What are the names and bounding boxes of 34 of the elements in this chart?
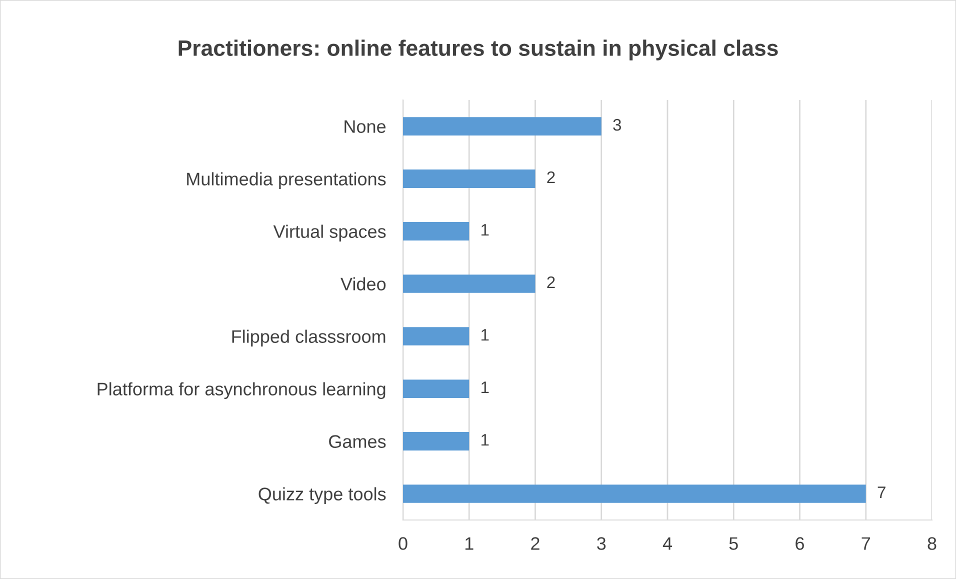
x-tick-label: 5 — [729, 537, 738, 550]
bar — [403, 117, 602, 136]
x-tick-label: 6 — [796, 537, 804, 550]
y-tick-label: Virtual spaces — [273, 224, 386, 242]
x-tick-label: 2 — [531, 537, 540, 550]
x-tick-label: 4 — [662, 537, 672, 550]
y-tick-label: Platforma for asynchronous learning — [98, 382, 386, 400]
x-tick-label: 1 — [465, 537, 474, 550]
bar — [403, 274, 536, 293]
data-label: 7 — [878, 486, 886, 498]
bar — [403, 484, 866, 503]
data-label: 2 — [547, 276, 555, 288]
y-tick-label: Games — [329, 435, 386, 448]
y-tick-label: Quizz type tools — [258, 487, 386, 504]
x-tick-label: 7 — [862, 537, 870, 550]
x-tick-label: 3 — [597, 537, 606, 550]
y-tick-label: Video — [340, 277, 386, 290]
bar — [403, 222, 470, 240]
data-label: 1 — [482, 224, 489, 236]
bar — [403, 170, 536, 188]
data-label: 2 — [547, 171, 555, 184]
x-tick-label: 0 — [398, 537, 408, 550]
bar — [403, 380, 470, 398]
chart-title: Practitioners: online features to sustain in physical class — [178, 40, 778, 60]
data-label: 3 — [613, 118, 622, 131]
y-tick-label: Multimedia presentations — [187, 172, 386, 190]
y-tick-label: None — [344, 120, 386, 133]
bar — [403, 327, 470, 346]
x-tick-label: 8 — [928, 537, 936, 550]
data-label: 1 — [482, 329, 489, 341]
bar — [403, 432, 470, 450]
data-label: 1 — [482, 434, 489, 446]
data-label: 1 — [482, 382, 489, 394]
y-tick-label: Flipped classsroom — [232, 330, 386, 347]
